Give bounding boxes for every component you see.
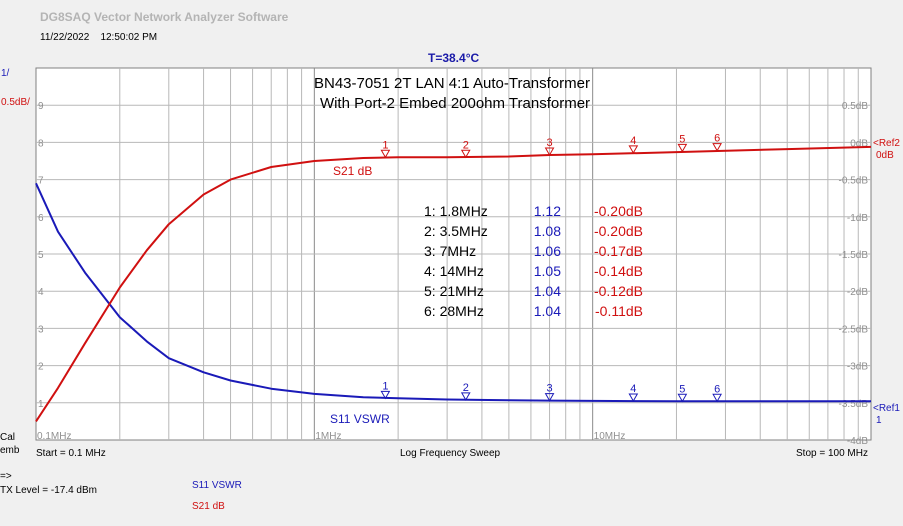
marker-table-s21: -0.17dB [594, 243, 643, 259]
x-tick-label: 10MHz [594, 431, 626, 442]
right-tick-label: 0dB [850, 138, 868, 149]
marker-table-freq: 3: 7MHz [424, 243, 476, 259]
marker-table-freq: 6: 28MHz [424, 303, 484, 319]
marker-s11-6 [712, 393, 722, 403]
legend-s11[interactable]: S11 VSWR [192, 480, 242, 491]
right-tick-label: -1.5dB [839, 250, 869, 261]
legend-s21[interactable]: S21 dB [192, 501, 225, 512]
marker-s11-number: 6 [714, 383, 720, 395]
left-tick-label: 9 [38, 101, 44, 112]
marker-s11-number: 2 [463, 382, 469, 394]
chart-subtitle: With Port-2 Embed 200ohm Transformer [320, 95, 590, 112]
marker-s21-number: 5 [679, 133, 685, 145]
marker-table-s21: -0.14dB [594, 263, 643, 279]
marker-s21-number: 4 [630, 135, 636, 147]
right-tick-label: -4dB [847, 436, 868, 447]
marker-table: 1: 1.8MHz 1.12 -0.20dB 2: 3.5MHz 1.08 -0.20dB… [424, 203, 643, 319]
s21-trace-label: S21 dB [333, 164, 372, 178]
arrow-indicator: => [0, 471, 12, 482]
ref1-value: 1 [876, 415, 882, 426]
s11-trace [35, 182, 871, 403]
left-tick-label: 3 [38, 324, 44, 335]
left-scale-label: 1/ [1, 68, 10, 79]
tx-level: TX Level = -17.4 dBm [0, 485, 97, 496]
right-tick-label: -2.5dB [839, 324, 869, 335]
marker-s21-3 [544, 147, 555, 157]
marker-s21-4 [628, 145, 639, 154]
marker-table-freq: 4: 14MHz [424, 263, 484, 279]
marker-s11-3 [544, 393, 555, 402]
stop-frequency: Stop = 100 MHz [796, 448, 868, 459]
right-tick-label: -2dB [847, 287, 868, 298]
marker-s21-number: 1 [382, 139, 388, 151]
chart-title: BN43-7051 2T LAN 4:1 Auto-Transformer [314, 75, 590, 92]
timestamp: 11/22/2022 12:50:02 PM [40, 32, 157, 43]
right-tick-label: 0.5dB [842, 101, 868, 112]
marker-s11-number: 1 [382, 380, 388, 392]
time: 12:50:02 PM [100, 32, 158, 43]
marker-s21-number: 2 [463, 139, 469, 151]
marker-s11-4 [628, 393, 639, 402]
marker-s21-number: 6 [714, 133, 720, 145]
marker-table-freq: 2: 3.5MHz [424, 223, 488, 239]
temperature: T=38.4°C [428, 51, 480, 65]
left-tick-label: 6 [38, 213, 44, 224]
marker-table-s21: -0.20dB [594, 203, 643, 219]
marker-table-freq: 1: 1.8MHz [424, 203, 488, 219]
right-tick-label: -3.5dB [839, 399, 869, 410]
marker-s11-number: 4 [630, 383, 636, 395]
x-tick-label: 1MHz [315, 431, 341, 442]
traces [35, 145, 872, 422]
left-tick-label: 7 [38, 176, 44, 187]
marker-s11-number: 3 [546, 383, 552, 395]
marker-s11-number: 5 [679, 383, 685, 395]
marker-table-vswr: 1.04 [534, 283, 561, 299]
marker-table-freq: 5: 21MHz [424, 283, 484, 299]
ref2-label: <Ref2 [873, 138, 900, 149]
marker-s21-5 [677, 143, 688, 153]
ref1-label: <Ref1 [873, 403, 900, 414]
left-tick-label: 2 [38, 362, 44, 373]
tick-labels: 1 2 3 4 5 6 7 8 9 0.5dB 0dB -0.5dB -1dB -1.5dB -2dB -2.… [37, 101, 868, 447]
sweep-type: Log Frequency Sweep [400, 448, 501, 459]
marker-table-s21: -0.11dB [595, 303, 643, 319]
marker-s11-5 [677, 393, 688, 403]
right-scale-label: 0.5dB/ [1, 97, 30, 108]
marker-s21-number: 3 [546, 137, 552, 149]
left-tick-label: 4 [38, 287, 44, 298]
marker-s21-1 [380, 149, 391, 159]
right-tick-label: -1dB [847, 213, 868, 224]
s11-trace-label: S11 VSWR [330, 412, 390, 426]
date: 11/22/2022 [40, 32, 90, 43]
grid [36, 68, 871, 440]
left-tick-label: 5 [38, 250, 44, 261]
ref2-value: 0dB [876, 150, 894, 161]
marker-table-vswr: 1.05 [534, 263, 561, 279]
marker-s11-1 [380, 390, 391, 400]
left-tick-label: 8 [38, 138, 44, 149]
right-tick-label: -0.5dB [839, 176, 869, 187]
marker-table-vswr: 1.12 [534, 203, 561, 219]
marker-s21-2 [460, 149, 471, 159]
left-tick-label: 1 [38, 399, 44, 410]
app-title: DG8SAQ Vector Network Analyzer Software [40, 10, 289, 24]
marker-table-vswr: 1.08 [534, 223, 561, 239]
marker-s11-2 [460, 392, 471, 401]
marker-s21-6 [712, 143, 722, 152]
marker-table-vswr: 1.04 [534, 303, 561, 319]
x-tick-label: 0.1MHz [37, 431, 71, 442]
marker-table-vswr: 1.06 [534, 243, 561, 259]
emb-label: emb [0, 445, 20, 456]
right-tick-label: -3dB [847, 362, 868, 373]
cal-label: Cal [0, 432, 16, 443]
marker-table-s21: -0.12dB [594, 283, 643, 299]
markers: 1 1 2 2 3 3 4 4 5 5 6 6 [380, 133, 722, 403]
start-frequency: Start = 0.1 MHz [36, 448, 106, 459]
marker-table-s21: -0.20dB [594, 223, 643, 239]
s21-trace [35, 145, 872, 422]
